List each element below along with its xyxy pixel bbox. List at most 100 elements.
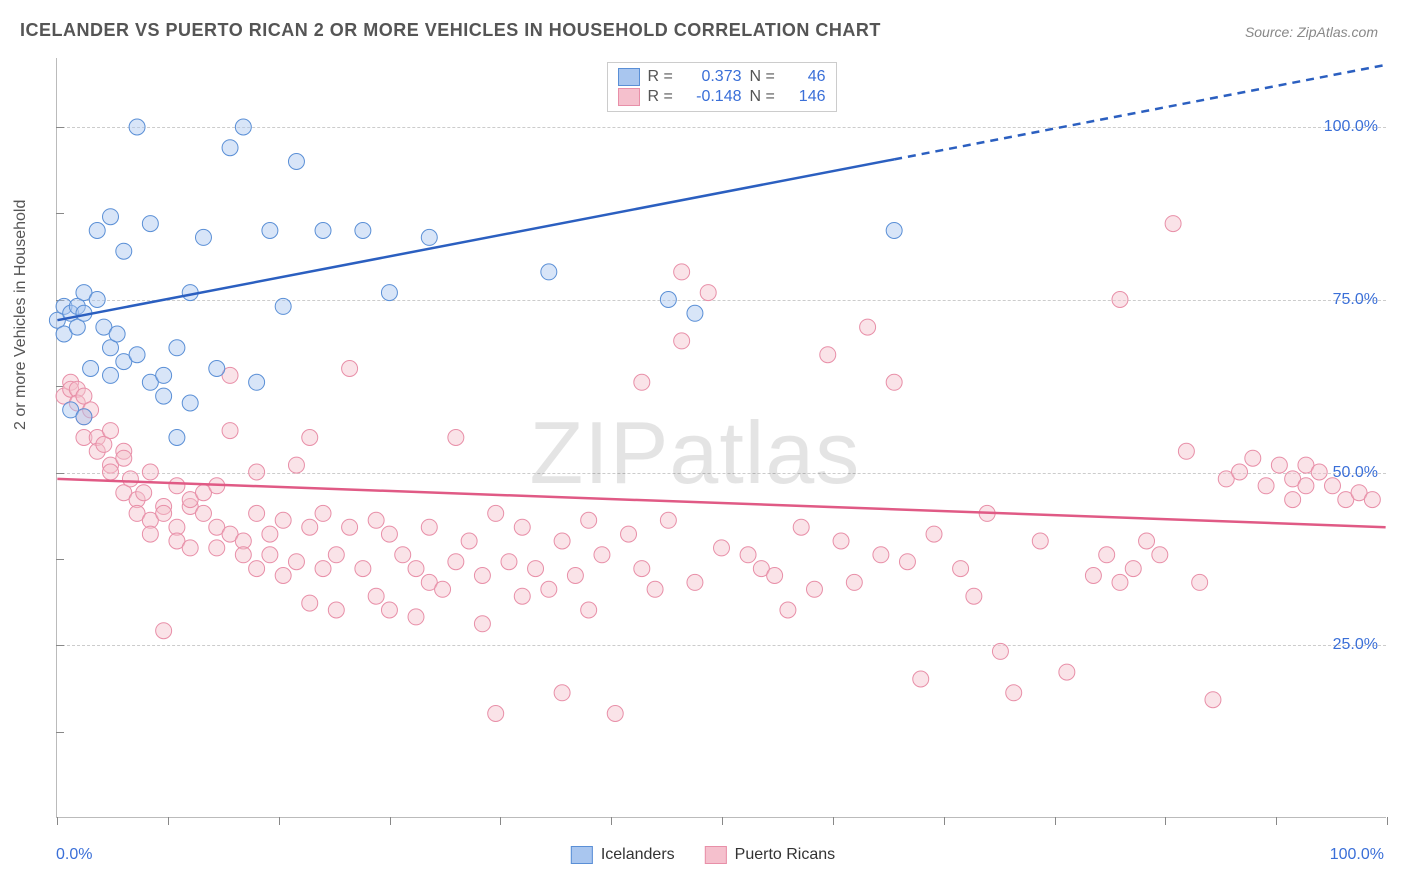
scatter-point [886, 223, 902, 239]
scatter-point [169, 478, 185, 494]
scatter-point [1258, 478, 1274, 494]
scatter-point [355, 561, 371, 577]
scatter-point [860, 319, 876, 335]
scatter-point [262, 223, 278, 239]
scatter-point [700, 285, 716, 301]
scatter-point [873, 547, 889, 563]
scatter-point [315, 561, 331, 577]
scatter-point [474, 568, 490, 584]
scatter-point [408, 609, 424, 625]
scatter-point [1139, 533, 1155, 549]
chart-svg [57, 58, 1386, 817]
scatter-point [169, 430, 185, 446]
scatter-point [581, 512, 597, 528]
scatter-point [136, 485, 152, 501]
scatter-point [1125, 561, 1141, 577]
scatter-point [421, 519, 437, 535]
x-tick [611, 817, 612, 825]
scatter-point [142, 216, 158, 232]
r-label: R = [648, 68, 676, 86]
scatter-point [1112, 292, 1128, 308]
scatter-point [116, 243, 132, 259]
r-value: -0.148 [684, 88, 742, 106]
scatter-point [1192, 574, 1208, 590]
scatter-point [528, 561, 544, 577]
scatter-point [395, 547, 411, 563]
scatter-point [142, 464, 158, 480]
scatter-point [687, 574, 703, 590]
scatter-point [103, 423, 119, 439]
scatter-point [235, 547, 251, 563]
scatter-point [1232, 464, 1248, 480]
scatter-point [249, 505, 265, 521]
scatter-point [302, 519, 318, 535]
scatter-point [1099, 547, 1115, 563]
scatter-point [209, 540, 225, 556]
scatter-point [501, 554, 517, 570]
legend-row: R =0.373N =46 [618, 67, 826, 87]
scatter-point [461, 533, 477, 549]
n-label: N = [750, 88, 778, 106]
legend-label: Icelanders [601, 846, 675, 864]
scatter-point [514, 519, 530, 535]
scatter-point [1059, 664, 1075, 680]
scatter-point [195, 505, 211, 521]
scatter-point [368, 588, 384, 604]
scatter-point [288, 554, 304, 570]
scatter-point [222, 140, 238, 156]
scatter-point [315, 505, 331, 521]
scatter-point [674, 264, 690, 280]
r-label: R = [648, 88, 676, 106]
scatter-point [660, 292, 676, 308]
scatter-point [76, 409, 92, 425]
x-tick [944, 817, 945, 825]
scatter-point [687, 305, 703, 321]
scatter-point [156, 623, 172, 639]
scatter-point [594, 547, 610, 563]
scatter-point [156, 367, 172, 383]
legend-swatch [618, 68, 640, 86]
scatter-point [1032, 533, 1048, 549]
x-tick [1387, 817, 1388, 825]
scatter-point [156, 388, 172, 404]
legend-swatch [705, 846, 727, 864]
scatter-point [129, 347, 145, 363]
scatter-point [355, 223, 371, 239]
scatter-point [780, 602, 796, 618]
scatter-point [541, 264, 557, 280]
scatter-point [634, 374, 650, 390]
scatter-point [767, 568, 783, 584]
n-label: N = [750, 68, 778, 86]
chart-title: ICELANDER VS PUERTO RICAN 2 OR MORE VEHI… [20, 20, 881, 41]
scatter-point [1311, 464, 1327, 480]
scatter-point [634, 561, 650, 577]
n-value: 46 [786, 68, 826, 86]
scatter-point [103, 367, 119, 383]
scatter-point [660, 512, 676, 528]
scatter-point [249, 561, 265, 577]
x-axis-min-label: 0.0% [56, 846, 92, 864]
scatter-point [806, 581, 822, 597]
scatter-point [1178, 443, 1194, 459]
scatter-point [740, 547, 756, 563]
scatter-point [109, 326, 125, 342]
scatter-point [302, 430, 318, 446]
scatter-point [222, 423, 238, 439]
scatter-point [581, 602, 597, 618]
legend-item: Puerto Ricans [705, 846, 836, 864]
scatter-point [275, 568, 291, 584]
scatter-point [302, 595, 318, 611]
scatter-point [328, 602, 344, 618]
scatter-point [621, 526, 637, 542]
scatter-point [1245, 450, 1261, 466]
scatter-point [966, 588, 982, 604]
legend-label: Puerto Ricans [735, 846, 836, 864]
scatter-point [1205, 692, 1221, 708]
legend-row: R =-0.148N =146 [618, 87, 826, 107]
legend-item: Icelanders [571, 846, 675, 864]
scatter-point [714, 540, 730, 556]
scatter-point [514, 588, 530, 604]
legend-swatch [618, 88, 640, 106]
series-legend: Icelanders Puerto Ricans [571, 846, 835, 864]
scatter-point [182, 540, 198, 556]
